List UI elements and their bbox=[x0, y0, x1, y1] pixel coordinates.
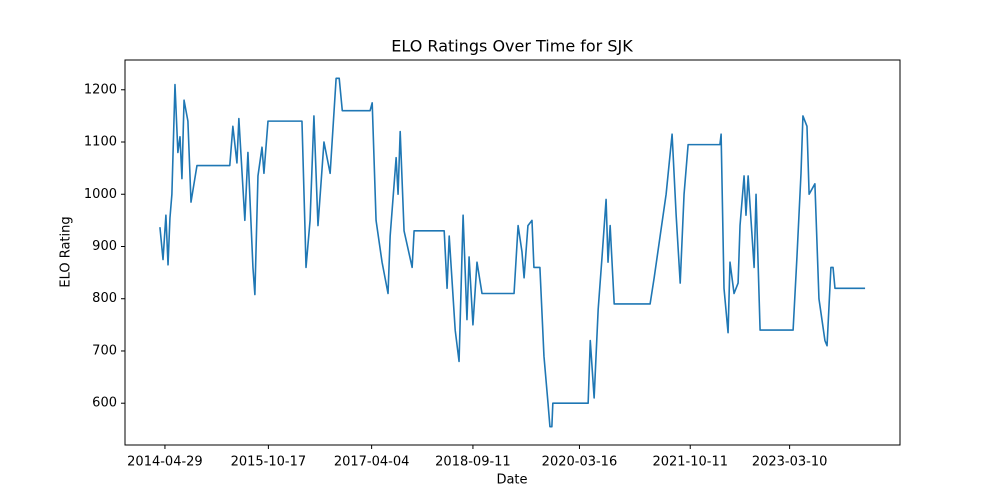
x-tick-label: 2021-10-11 bbox=[652, 455, 728, 470]
x-tick-label: 2018-09-11 bbox=[435, 455, 511, 470]
y-tick-label: 600 bbox=[92, 396, 117, 411]
x-tick-label: 2014-04-29 bbox=[127, 455, 203, 470]
y-tick-label: 1000 bbox=[84, 187, 117, 202]
y-tick-label: 900 bbox=[92, 239, 117, 254]
line bbox=[159, 77, 866, 428]
chart-title: ELO Ratings Over Time for SJK bbox=[391, 37, 633, 56]
x-tick-label: 2020-03-16 bbox=[542, 455, 618, 470]
x-tick-label: 2017-04-04 bbox=[334, 455, 410, 470]
y-axis-label: ELO Rating bbox=[59, 216, 74, 287]
x-tick-label: 2023-03-10 bbox=[752, 455, 828, 470]
y-tick-label: 800 bbox=[92, 291, 117, 306]
y-tick-label: 1200 bbox=[84, 82, 117, 97]
x-axis-label: Date bbox=[496, 473, 527, 488]
x-tick-label: 2015-10-17 bbox=[231, 455, 307, 470]
y-tick-label: 1100 bbox=[84, 135, 117, 150]
plot-frame bbox=[124, 59, 901, 446]
y-tick-label: 700 bbox=[92, 343, 117, 358]
